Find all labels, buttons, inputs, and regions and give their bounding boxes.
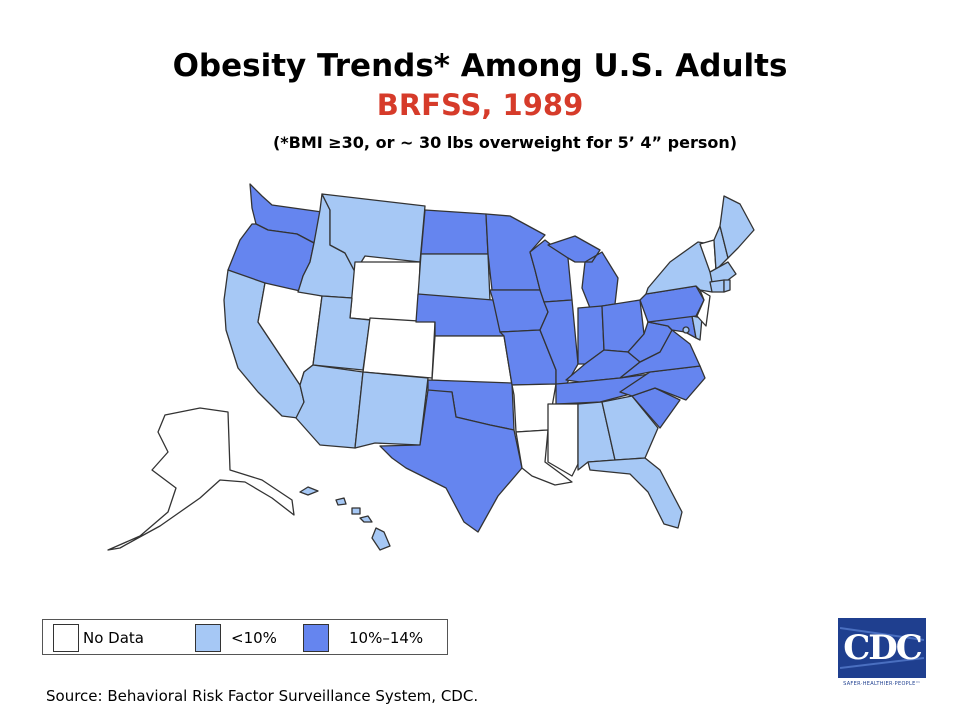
cdc-logo-tagline: SAFER·HEALTHIER·PEOPLE™ bbox=[843, 681, 921, 687]
source-note: Source: Behavioral Risk Factor Surveilla… bbox=[46, 687, 479, 705]
legend-label-no-data: No Data bbox=[83, 629, 144, 647]
cdc-logo-box: CDC bbox=[838, 618, 926, 678]
legend-swatch-lt10 bbox=[195, 624, 221, 652]
state-ma bbox=[709, 261, 737, 283]
map-title: Obesity Trends* Among U.S. Adults bbox=[172, 48, 788, 84]
state-tx bbox=[379, 389, 523, 533]
state-ga bbox=[601, 395, 659, 461]
state-co bbox=[362, 317, 436, 379]
state-az bbox=[295, 364, 364, 449]
state-sd bbox=[417, 253, 491, 302]
state-nj bbox=[696, 289, 711, 327]
cdc-logo-text: CDC bbox=[843, 628, 923, 668]
state-ct bbox=[709, 279, 725, 293]
legend-swatch-10to14 bbox=[303, 624, 329, 652]
state-ms bbox=[547, 403, 579, 477]
legend-label-lt10: <10% bbox=[231, 629, 277, 647]
state-hi bbox=[299, 486, 391, 551]
state-fl bbox=[587, 457, 683, 529]
state-me bbox=[719, 195, 755, 259]
state-dc bbox=[682, 326, 690, 334]
state-ks bbox=[431, 335, 513, 386]
legend-swatch-no-data bbox=[53, 624, 79, 652]
state-ak bbox=[107, 407, 295, 551]
cdc-logo: CDC SAFER·HEALTHIER·PEOPLE™ bbox=[838, 618, 926, 690]
state-nm bbox=[354, 371, 429, 449]
state-ri bbox=[723, 279, 731, 293]
bmi-note: (*BMI ≥30, or ~ 30 lbs overweight for 5’… bbox=[272, 133, 738, 152]
state-ia bbox=[489, 289, 549, 333]
state-wy bbox=[349, 261, 421, 325]
state-nd bbox=[420, 209, 489, 255]
map-subtitle: BRFSS, 1989 bbox=[376, 88, 584, 122]
legend: No Data <10% 10%–14% bbox=[42, 619, 448, 655]
cdc-logo-stripes bbox=[840, 627, 924, 669]
legend-label-10to14: 10%–14% bbox=[349, 629, 424, 647]
